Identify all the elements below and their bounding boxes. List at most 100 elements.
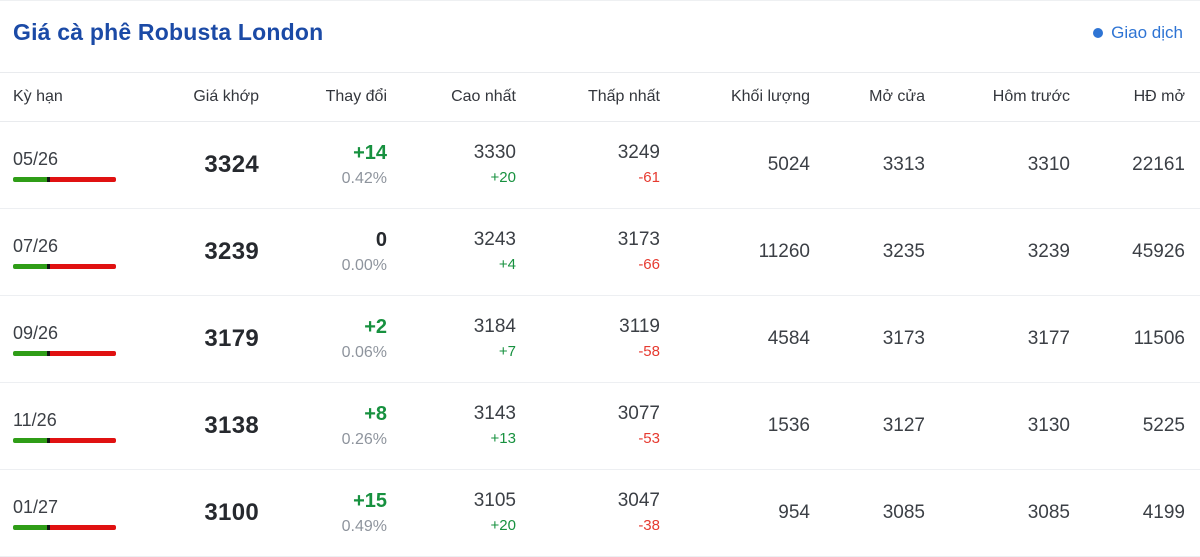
price-range-bar <box>13 524 116 530</box>
col-header-volume: Khối lượng <box>730 88 810 105</box>
legend-label: Giao dịch <box>1111 22 1183 42</box>
open-interest-value: 11506 <box>1133 328 1185 349</box>
low-value: 3077 <box>617 403 660 425</box>
col-header-term: Kỳ hạn <box>13 88 63 105</box>
high-cell: 3184 +7 <box>387 316 516 361</box>
low-value: 3047 <box>617 490 660 512</box>
table-row: 01/27 3100 +15 0.49% 3105 +20 <box>0 470 1200 557</box>
legend-giao-dich[interactable]: Giao dịch <box>1093 23 1183 43</box>
table-row: 05/26 3324 +14 0.42% 3330 +20 <box>0 122 1200 209</box>
low-cell: 3119 -58 <box>516 316 660 361</box>
range-bar-green-segment <box>13 437 47 443</box>
change-value: +15 <box>353 490 387 513</box>
change-cell: +15 0.49% <box>259 490 387 536</box>
table-header-row: Kỳ hạn Giá khớp Thay đổi Cao nhất Thấp n… <box>0 73 1200 122</box>
low-change: -58 <box>638 343 660 361</box>
low-change: -66 <box>638 256 660 274</box>
high-value: 3105 <box>473 490 516 512</box>
prev-close-value: 3239 <box>1027 241 1070 262</box>
open-value: 3127 <box>882 415 925 436</box>
col-header-open: Mở cửa <box>869 88 925 105</box>
change-cell: +8 0.26% <box>259 403 387 449</box>
term-label: 11/26 <box>13 409 57 430</box>
term-cell: 07/26 <box>13 236 153 269</box>
high-cell: 3330 +20 <box>387 142 516 186</box>
term-label: 05/26 <box>13 148 59 169</box>
term-cell: 11/26 <box>13 410 153 443</box>
open-interest-value: 5225 <box>1142 415 1185 436</box>
widget-header: Giá cà phê Robusta London Giao dịch <box>0 1 1200 73</box>
high-value: 3243 <box>473 229 516 251</box>
matched-price: 3100 <box>204 499 259 526</box>
open-value: 3085 <box>882 502 925 523</box>
volume-value: 5024 <box>767 154 810 175</box>
range-bar-red-segment <box>50 524 116 530</box>
high-change: +4 <box>498 256 516 274</box>
high-value: 3143 <box>473 403 516 425</box>
high-change: +7 <box>498 343 516 361</box>
high-value: 3330 <box>473 142 516 164</box>
high-change: +13 <box>490 430 516 448</box>
term-cell: 09/26 <box>13 323 153 356</box>
price-range-bar <box>13 176 116 182</box>
high-cell: 3143 +13 <box>387 403 516 448</box>
price-range-bar <box>13 437 116 443</box>
price-table: Kỳ hạn Giá khớp Thay đổi Cao nhất Thấp n… <box>0 73 1200 557</box>
open-interest-value: 4199 <box>1142 502 1185 523</box>
prev-close-value: 3130 <box>1027 415 1070 436</box>
col-header-change: Thay đổi <box>325 88 387 105</box>
change-value: +8 <box>364 403 387 426</box>
volume-value: 4584 <box>767 328 810 349</box>
term-label: 01/27 <box>13 496 59 517</box>
col-header-low: Thấp nhất <box>587 88 660 105</box>
range-bar-marker <box>47 176 50 182</box>
change-value: 0 <box>375 229 387 252</box>
price-range-bar <box>13 263 116 269</box>
range-bar-red-segment <box>50 263 116 269</box>
prev-close-value: 3177 <box>1027 328 1070 349</box>
range-bar-marker <box>47 437 50 443</box>
term-label: 09/26 <box>13 322 59 343</box>
open-value: 3313 <box>882 154 925 175</box>
low-value: 3173 <box>617 229 660 251</box>
high-cell: 3105 +20 <box>387 490 516 535</box>
low-change: -53 <box>638 430 660 448</box>
matched-price: 3324 <box>204 151 259 178</box>
change-cell: 0 0.00% <box>259 229 387 275</box>
low-cell: 3173 -66 <box>516 229 660 274</box>
range-bar-green-segment <box>13 350 47 356</box>
col-header-high: Cao nhất <box>451 88 516 105</box>
range-bar-green-segment <box>13 263 47 269</box>
range-bar-red-segment <box>50 176 116 182</box>
range-bar-marker <box>47 350 50 356</box>
low-cell: 3077 -53 <box>516 403 660 448</box>
matched-price: 3179 <box>204 325 259 352</box>
high-value: 3184 <box>473 316 516 338</box>
matched-price: 3239 <box>204 238 259 265</box>
change-percent: 0.06% <box>341 344 387 362</box>
high-change: +20 <box>490 517 516 535</box>
col-header-open-interest: HĐ mở <box>1133 88 1185 105</box>
change-percent: 0.00% <box>341 257 387 275</box>
low-change: -61 <box>638 169 660 187</box>
legend-dot-icon <box>1093 27 1104 38</box>
col-header-prev-close: Hôm trước <box>992 88 1070 105</box>
range-bar-green-segment <box>13 524 47 530</box>
open-interest-value: 22161 <box>1132 154 1185 175</box>
low-value: 3249 <box>617 142 660 164</box>
range-bar-marker <box>47 524 50 530</box>
low-change: -38 <box>638 517 660 535</box>
price-range-bar <box>13 350 116 356</box>
page-title: Giá cà phê Robusta London <box>13 19 324 45</box>
table-row: 11/26 3138 +8 0.26% 3143 +13 <box>0 383 1200 470</box>
prev-close-value: 3310 <box>1027 154 1070 175</box>
change-percent: 0.42% <box>341 170 387 188</box>
high-cell: 3243 +4 <box>387 229 516 274</box>
change-percent: 0.49% <box>341 518 387 536</box>
range-bar-red-segment <box>50 437 116 443</box>
change-cell: +2 0.06% <box>259 316 387 362</box>
volume-value: 1536 <box>767 415 810 436</box>
change-value: +14 <box>353 142 387 165</box>
change-percent: 0.26% <box>341 431 387 449</box>
